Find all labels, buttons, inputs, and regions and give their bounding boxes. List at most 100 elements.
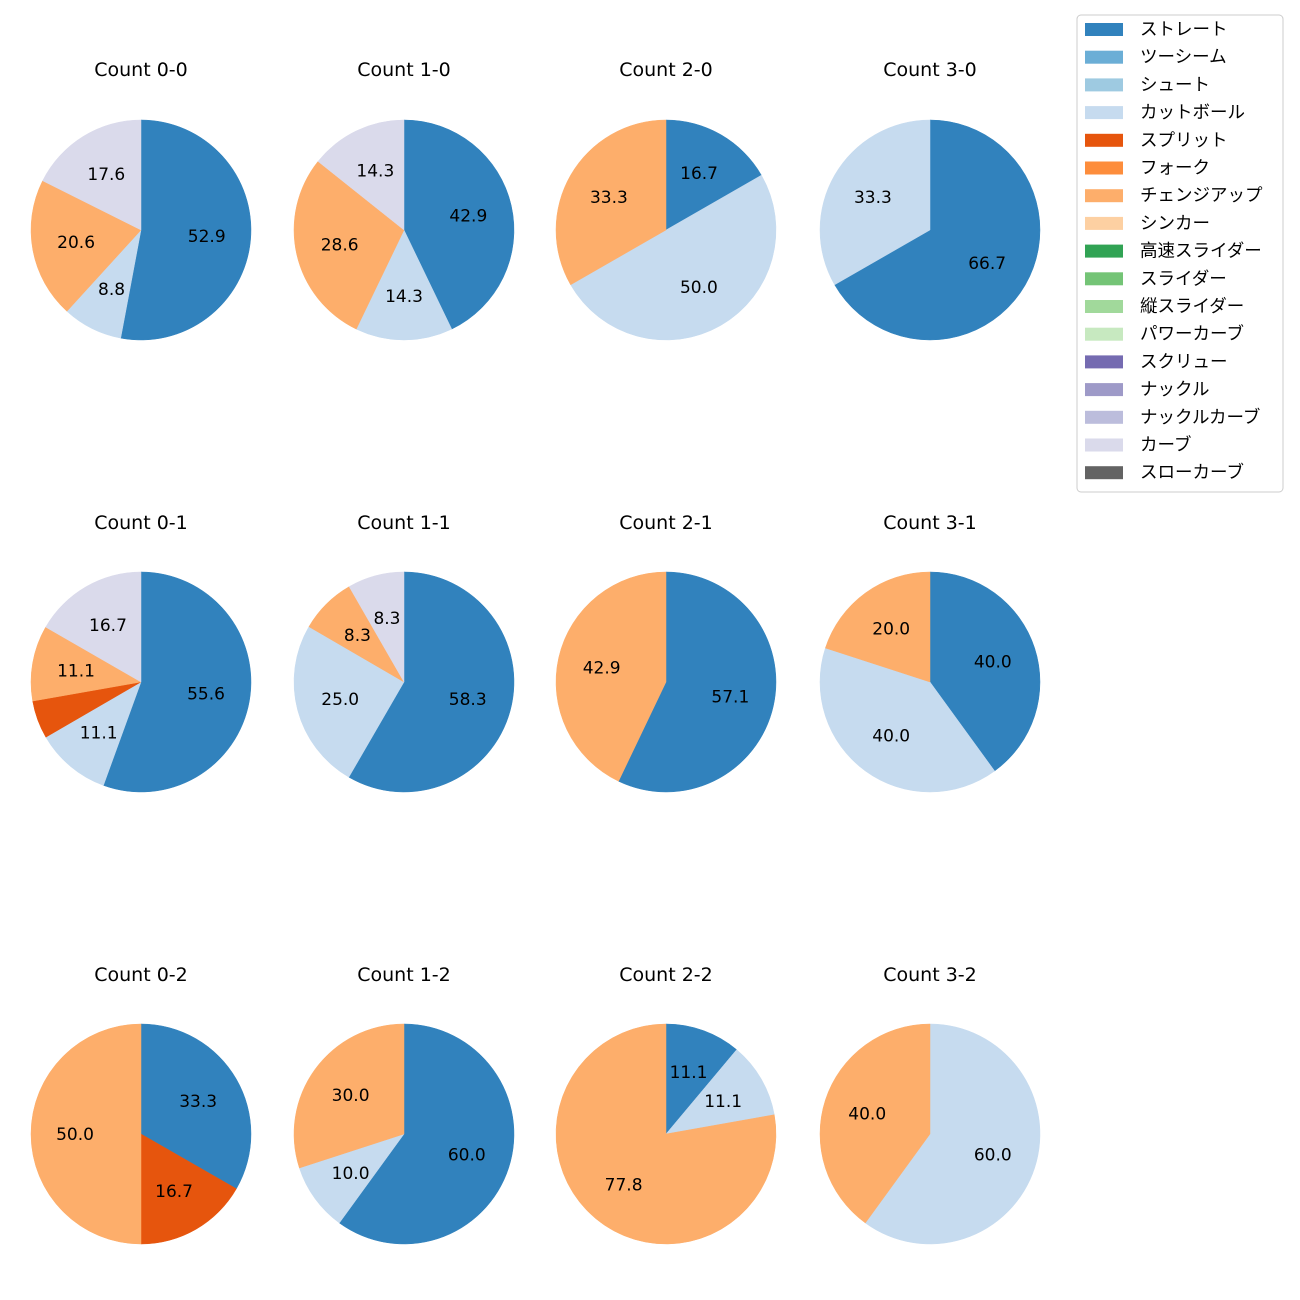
slice-label: 11.1: [670, 1063, 708, 1083]
slice-label: 16.7: [89, 616, 127, 636]
slice-label: 14.3: [385, 287, 423, 307]
slice-label: 11.1: [80, 724, 118, 744]
chart-title: Count 2-1: [619, 512, 713, 534]
legend-label: チェンジアップ: [1140, 186, 1263, 206]
slice-label: 11.1: [704, 1092, 742, 1112]
pie-slice: [30, 1023, 142, 1245]
slice-label: 50.0: [680, 278, 718, 298]
legend-swatch: [1085, 23, 1123, 36]
chart-title: Count 2-2: [619, 964, 713, 986]
slice-label: 30.0: [332, 1086, 370, 1106]
slice-label: 57.1: [711, 688, 749, 708]
chart-title: Count 3-1: [883, 512, 977, 534]
pie-chart: Count 0-1 55.6 11.1 11.1 16.7: [30, 512, 252, 793]
slice-label: 40.0: [848, 1105, 886, 1125]
slice-label: 60.0: [974, 1145, 1012, 1165]
slice-label: 50.0: [56, 1125, 94, 1145]
pie-slice: [293, 1023, 405, 1169]
chart-title: Count 0-2: [94, 964, 188, 986]
legend-swatch: [1085, 466, 1123, 480]
pie-chart: Count 1-2 60.0 10.0 30.0: [293, 964, 515, 1245]
pie-slice: [103, 571, 252, 793]
pie-slice: [555, 571, 667, 782]
legend-swatch: [1085, 327, 1123, 341]
slice-label: 52.9: [188, 227, 226, 247]
pie-slice: [825, 571, 931, 683]
pie-chart: Count 3-0 66.7 33.3: [819, 59, 1041, 341]
slice-label: 8.3: [344, 626, 371, 646]
legend-frame: [1076, 14, 1284, 493]
chart-title: Count 3-0: [883, 59, 977, 81]
slice-label: 11.1: [57, 662, 95, 682]
chart-title: Count 0-0: [94, 59, 188, 81]
legend-label: スライダー: [1140, 269, 1227, 289]
legend-swatch: [1085, 216, 1123, 230]
legend-label: ストレート: [1140, 20, 1228, 40]
chart-title: Count 1-1: [357, 512, 451, 534]
pie-slice: [355, 229, 453, 341]
slice-label: 66.7: [968, 254, 1006, 274]
legend-swatch: [1085, 244, 1123, 258]
pie-chart: Count 1-1 58.3 25.0 8.38.3: [293, 512, 515, 793]
pie-slice: [30, 180, 142, 312]
slice-label: 25.0: [321, 690, 359, 710]
pie-slice: [819, 1023, 931, 1224]
legend-label: パワーカーブ: [1140, 324, 1244, 345]
pie-slice: [348, 571, 515, 793]
slice-label: 77.8: [605, 1176, 643, 1196]
pie-slice: [45, 681, 142, 786]
pie-chart: Count 2-1 57.1 42.9: [555, 512, 777, 793]
pie-slice: [140, 1133, 237, 1245]
pie-grid: Count 0-0 52.9 8.8 20.6 17.6 Count 1-0 42.9 14.…: [30, 59, 1041, 1245]
slice-label: 20.0: [872, 620, 910, 640]
pie-slice: [665, 1023, 738, 1135]
legend-swatch: [1085, 355, 1123, 369]
legend-label: スローカーブ: [1140, 462, 1244, 483]
pie-chart: Count 0-2 33.3 16.7 50.0: [30, 964, 252, 1245]
legend-swatch: [1085, 50, 1123, 64]
pie-slice: [403, 119, 515, 330]
legend-label: 高速スライダー: [1140, 242, 1262, 262]
pie-slice: [929, 571, 1041, 772]
slice-label: 8.3: [373, 609, 400, 629]
legend-swatch: [1085, 189, 1123, 203]
legend-label: ナックル: [1140, 380, 1209, 400]
slice-label: 20.6: [57, 233, 95, 253]
chart-title: Count 1-2: [357, 964, 451, 986]
pie-chart: Count 1-0 42.9 14.3 28.6 14.3: [293, 59, 515, 341]
slice-label: 42.9: [449, 206, 487, 226]
legend-label: ツーシーム: [1140, 48, 1227, 68]
legend-swatch: [1085, 300, 1123, 313]
pie-chart: Count 3-2 60.0 40.0: [819, 964, 1041, 1245]
pie-slice: [555, 119, 667, 286]
pie-slice: [293, 626, 405, 778]
legend-label: スクリュー: [1140, 352, 1228, 372]
pie-slice: [30, 626, 142, 702]
chart-title: Count 0-1: [94, 512, 188, 534]
chart-title: Count 3-2: [883, 964, 977, 986]
legend-label: ナックルカーブ: [1140, 407, 1260, 428]
pie-slice: [45, 571, 142, 683]
legend-swatch: [1085, 410, 1123, 424]
slice-label: 28.6: [321, 236, 359, 256]
legend-label: 縦スライダー: [1140, 297, 1244, 317]
slice-label: 16.7: [680, 164, 718, 184]
pie-chart: Count 0-0 52.9 8.8 20.6 17.6: [30, 59, 252, 341]
legend-label: スプリット: [1140, 131, 1228, 151]
legend-swatch: [1085, 383, 1123, 397]
slice-label: 33.3: [590, 188, 628, 208]
legend-label: シンカー: [1140, 214, 1210, 234]
slice-label: 10.0: [332, 1164, 370, 1184]
slice-label: 40.0: [872, 726, 910, 746]
pie-slice: [570, 174, 777, 341]
pie-slice: [42, 119, 142, 231]
slice-label: 55.6: [187, 684, 225, 704]
chart-title: Count 2-0: [619, 59, 713, 81]
legend-label: シュート: [1140, 75, 1210, 95]
pie-chart: Count 2-0 16.7 50.0 33.3: [555, 59, 777, 341]
slice-label: 33.3: [179, 1092, 217, 1112]
pie-chart: Count 3-1 40.0 40.0 20.0: [819, 512, 1041, 793]
slice-label: 40.0: [974, 653, 1012, 673]
slice-label: 17.6: [87, 165, 125, 185]
